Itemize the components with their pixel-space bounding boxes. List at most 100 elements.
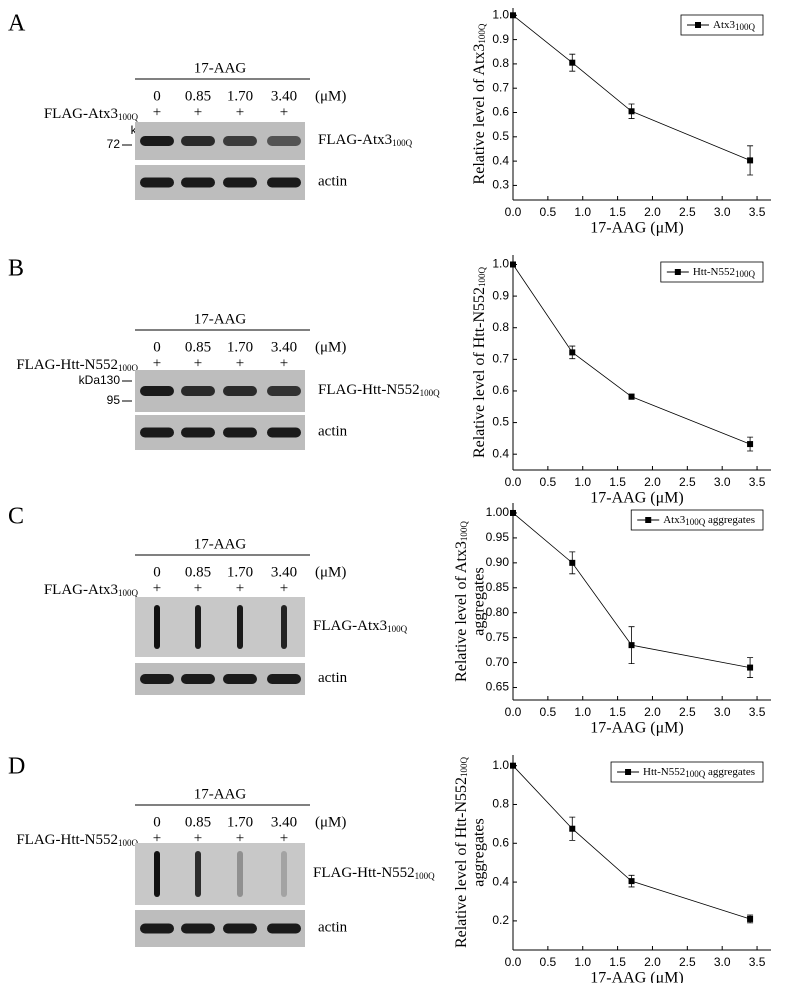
y-tick-label: 0.65 [486, 680, 510, 694]
dose: 0 [153, 88, 161, 104]
y-tick-label: 0.6 [492, 105, 509, 119]
plus-sign: + [194, 830, 202, 846]
legend-label-part: aggregates [705, 766, 755, 778]
construct-part: 100Q [118, 363, 139, 373]
y-tick-label: 1.0 [492, 758, 509, 772]
band [140, 674, 174, 684]
construct-part: FLAG-Atx3 [44, 582, 118, 598]
band [223, 923, 257, 934]
y-axis-label-part: Relative level of Atx3 [471, 44, 488, 185]
band-label-part: 100Q [420, 388, 441, 398]
y-tick-label: 0.6 [492, 835, 509, 849]
x-tick-label: 2.5 [679, 705, 696, 719]
legend-label-part: 100Q [685, 769, 706, 779]
y-tick-label: 0.9 [492, 288, 509, 302]
series-line [512, 264, 751, 445]
legend-label-part: Htt-N552 [693, 266, 735, 278]
x-tick-label: 1.5 [609, 705, 626, 719]
x-tick-label: 3.0 [714, 705, 731, 719]
band [140, 923, 174, 934]
x-axis-label: 17-AAG (μM) [590, 490, 683, 507]
plus-sign: + [280, 355, 288, 371]
marker [628, 108, 635, 115]
x-tick-label: 0.0 [505, 475, 522, 489]
construct: FLAG-Atx3100Q [44, 582, 139, 598]
y-tick-label: 0.8 [492, 797, 509, 811]
band-label-part: FLAG-Htt-N552 [313, 865, 415, 881]
x-tick-label: 2.0 [644, 475, 661, 489]
marker [628, 878, 635, 885]
x-tick-label: 3.5 [749, 205, 766, 219]
plus-sign: + [280, 580, 288, 596]
band-label-part: actin [318, 174, 348, 190]
band [267, 386, 301, 396]
y-tick-label: 0.6 [492, 383, 509, 397]
y-tick-label: 0.4 [492, 446, 509, 460]
y-tick-label: 0.9 [492, 32, 509, 46]
x-tick-label: 2.0 [644, 205, 661, 219]
band-label-part: FLAG-Atx3 [313, 618, 387, 634]
slot-band [195, 851, 201, 897]
marker [510, 509, 516, 516]
marker [628, 642, 635, 649]
unit: (μM) [315, 564, 346, 580]
plus-sign: + [236, 104, 244, 120]
dose: 1.70 [227, 814, 253, 830]
series-line [512, 14, 751, 161]
plus-sign: + [236, 830, 244, 846]
slot-band [281, 851, 287, 897]
band-label-part: actin [318, 670, 348, 686]
legend-label-part: Atx3 [713, 19, 736, 31]
band-label: actin [318, 920, 348, 936]
plus-sign: + [236, 580, 244, 596]
marker [569, 59, 576, 66]
dose: 0 [153, 564, 161, 580]
unit: (μM) [315, 814, 346, 830]
y-tick-label: 0.95 [486, 530, 510, 544]
band-label: FLAG-Htt-N552100Q [318, 382, 440, 398]
plus-sign: + [236, 355, 244, 371]
plus-sign: + [194, 104, 202, 120]
band-label-part: FLAG-Htt-N552 [318, 382, 420, 398]
slot-band [154, 851, 160, 897]
band [140, 427, 174, 438]
plus-sign: + [280, 830, 288, 846]
mw-marker: 72 [107, 137, 121, 151]
band-label: actin [318, 424, 348, 440]
band-label-part: actin [318, 920, 348, 936]
x-tick-label: 0.5 [540, 205, 557, 219]
plus-sign: + [280, 104, 288, 120]
band-label-part: 100Q [392, 138, 413, 148]
mw-marker: 95 [107, 393, 121, 407]
x-tick-label: 3.5 [749, 705, 766, 719]
legend-label: Atx3100Q [713, 19, 756, 32]
marker [569, 825, 576, 832]
band [181, 427, 215, 438]
x-tick-label: 1.5 [609, 205, 626, 219]
blot-membrane [135, 597, 305, 657]
y-axis-label: Relative level of Atx3100Q [453, 521, 470, 682]
x-tick-label: 3.5 [749, 475, 766, 489]
unit: (μM) [315, 88, 346, 104]
x-tick-label: 2.0 [644, 955, 661, 969]
panel-letter: D [8, 754, 25, 780]
x-tick-label: 3.0 [714, 955, 731, 969]
construct: FLAG-Htt-N552100Q [16, 357, 138, 373]
band [181, 923, 215, 934]
y-axis-label: Relative level of Atx3100Q [471, 23, 488, 184]
marker [569, 559, 576, 566]
treatment: 17-AAG [194, 786, 247, 802]
x-tick-label: 0.5 [540, 705, 557, 719]
x-tick-label: 2.0 [644, 705, 661, 719]
y-axis-label-line2: aggregates [471, 818, 488, 886]
y-tick-label: 0.75 [486, 630, 510, 644]
band [267, 674, 301, 684]
marker [747, 157, 754, 164]
legend-label: Atx3100Q aggregates [663, 514, 755, 527]
legend-box [660, 261, 764, 283]
legend-marker [695, 22, 701, 28]
legend-label-part: Atx3 [663, 514, 686, 526]
dose: 0.85 [185, 814, 211, 830]
panel-letter: B [8, 256, 24, 282]
